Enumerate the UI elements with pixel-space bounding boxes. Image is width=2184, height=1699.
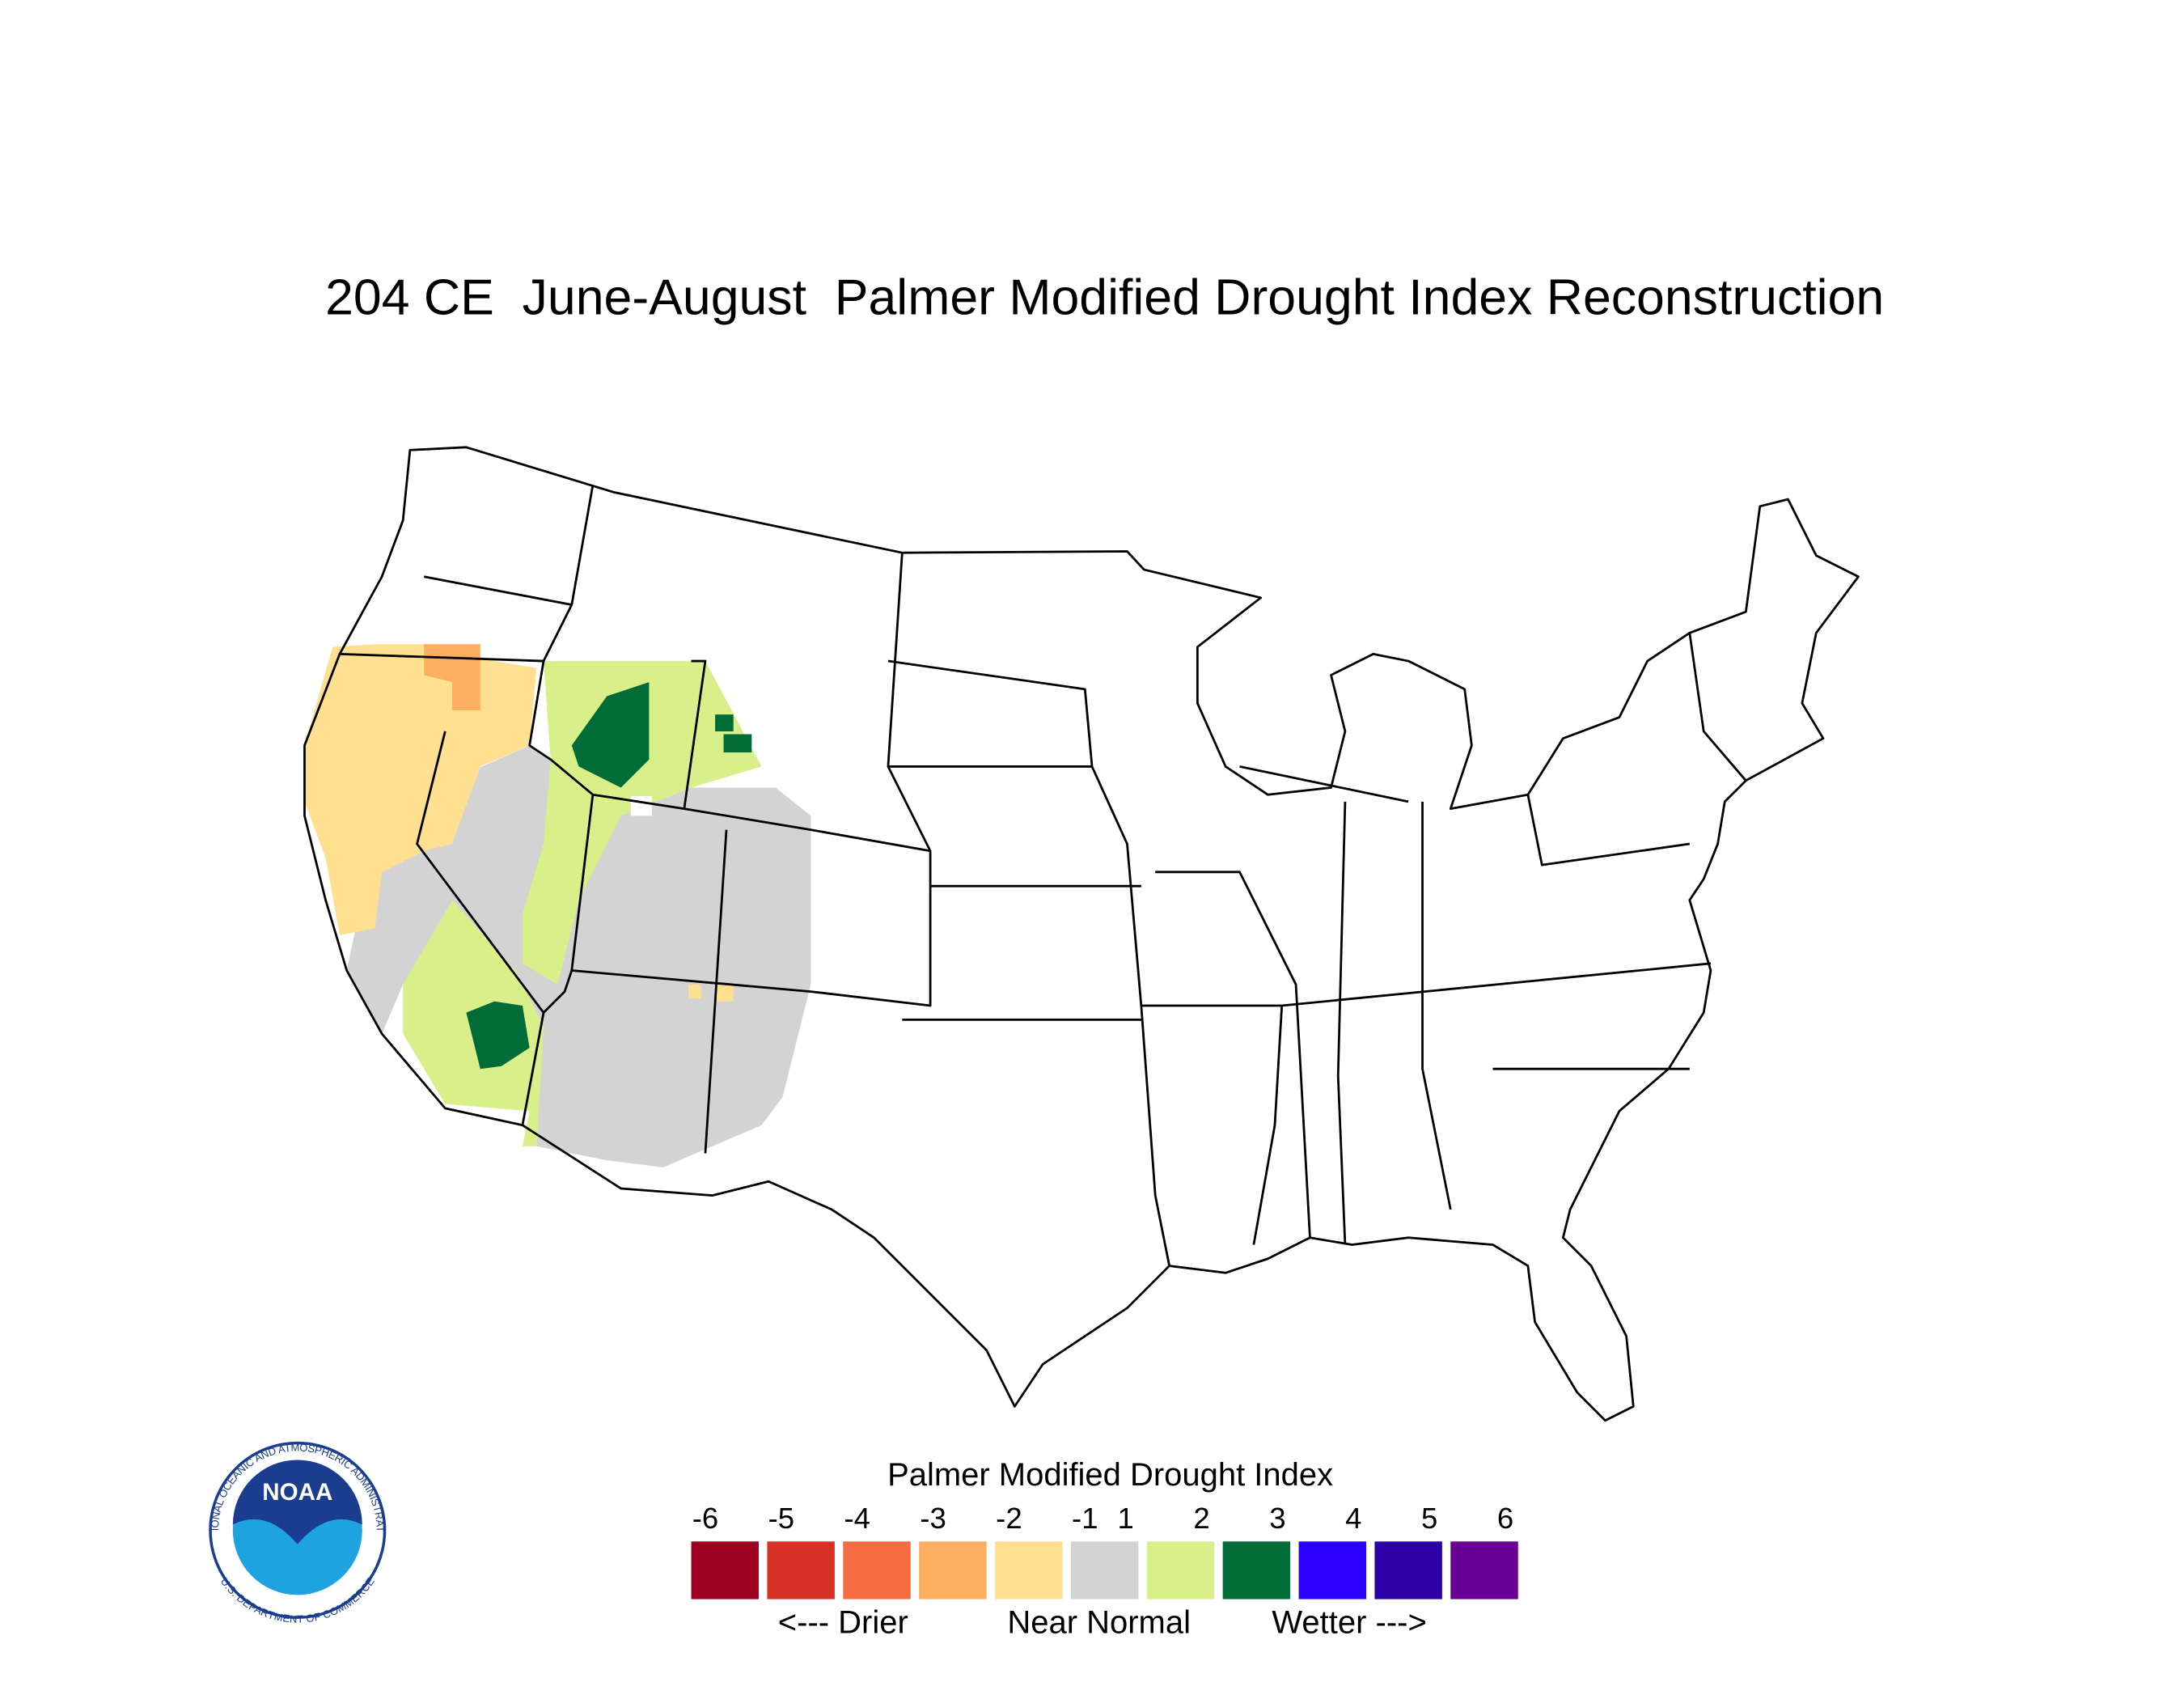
region-very-wet	[466, 1001, 530, 1070]
legend-tick-label: 2	[1193, 1502, 1209, 1535]
legend-swatch	[691, 1541, 759, 1599]
legend-tick-label: -5	[768, 1502, 794, 1535]
legend-swatch	[1222, 1541, 1291, 1599]
legend-swatch	[767, 1541, 835, 1599]
legend-tick-label: 4	[1345, 1502, 1361, 1535]
legend: Palmer Modified Drought Index -6 -5 -4 -3 -2…	[691, 1457, 1518, 1640]
legend-swatch	[1070, 1541, 1139, 1599]
legend-tick-label: -6	[692, 1502, 718, 1535]
legend-swatch	[919, 1541, 987, 1599]
legend-tick-label: -4	[844, 1502, 870, 1535]
legend-annotation: Wetter --->	[1272, 1604, 1426, 1640]
us-outline	[303, 446, 1860, 1422]
us-map	[303, 446, 1860, 1422]
legend-swatch	[1450, 1541, 1518, 1599]
region-dry	[304, 644, 537, 936]
index-regions	[304, 644, 811, 1167]
legend-tick-label: 6	[1497, 1502, 1513, 1535]
legend-tick-label: -1	[1072, 1502, 1098, 1535]
legend-swatch	[843, 1541, 911, 1599]
legend-annotation: Near Normal	[1007, 1604, 1191, 1640]
legend-tick-label: 3	[1269, 1502, 1285, 1535]
region-blank	[630, 795, 652, 816]
state-borders	[339, 485, 1747, 1266]
legend-swatch	[1146, 1541, 1215, 1599]
legend-swatch	[995, 1541, 1063, 1599]
legend-tick-label: -2	[996, 1502, 1022, 1535]
legend-tick-label: 1	[1118, 1502, 1134, 1535]
legend-title: Palmer Modified Drought Index	[887, 1457, 1333, 1493]
legend-swatch	[1374, 1541, 1442, 1599]
region-moderately-dry	[424, 644, 480, 710]
legend-tick-label: 5	[1421, 1502, 1437, 1535]
state-border	[339, 485, 1747, 1266]
region-very-wet	[715, 714, 752, 753]
region-very-wet	[571, 682, 650, 788]
region-near-normal	[346, 745, 811, 1167]
legend-annotation: <--- Drier	[778, 1604, 908, 1640]
logo-sky	[232, 1460, 362, 1544]
logo-name: NOAA	[262, 1479, 332, 1506]
title: 204 CE June-August Palmer Modified Droug…	[325, 269, 1884, 326]
legend-tick-label: -3	[920, 1502, 946, 1535]
region-dry	[688, 984, 734, 1002]
legend-swatch	[1298, 1541, 1366, 1599]
